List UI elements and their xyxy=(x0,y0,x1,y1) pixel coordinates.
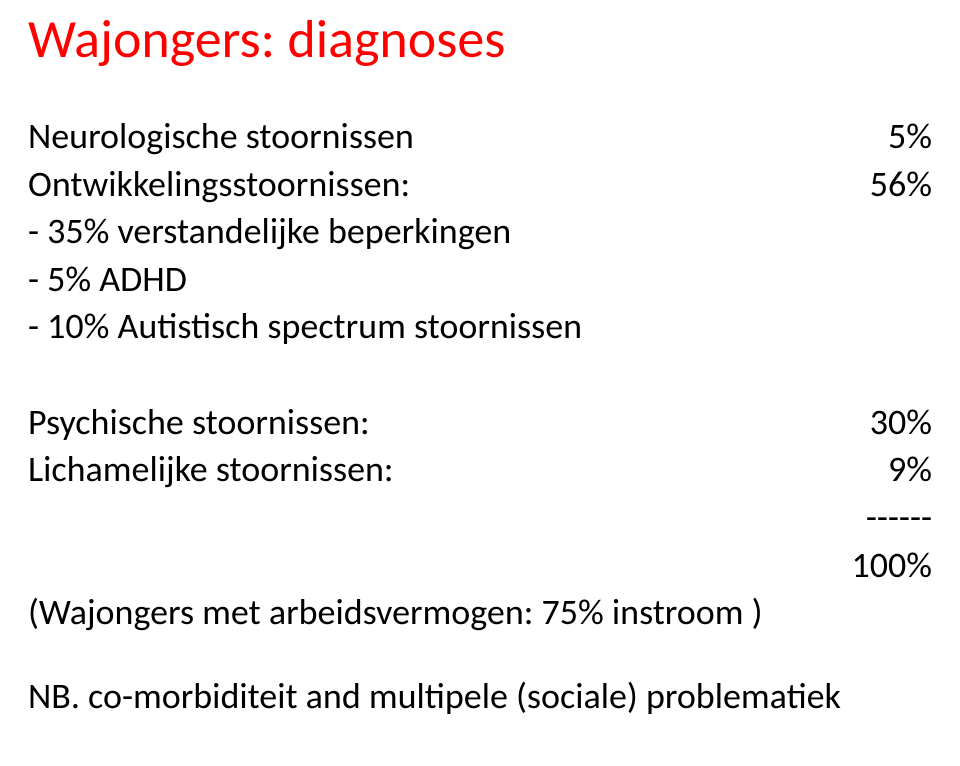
spacer xyxy=(28,351,932,399)
value-psychische: 30% xyxy=(812,399,932,447)
slide-body: Neurologische stoornissen 5% Ontwikkelin… xyxy=(28,113,932,720)
row-nb: NB. co-morbiditeit and multipele (social… xyxy=(28,673,932,721)
label-ontwikkelings: Ontwikkelingsstoornissen: xyxy=(28,161,812,209)
label-sub-verstandelijke: - 35% verstandelijke beperkingen xyxy=(28,209,511,253)
row-neurologische: Neurologische stoornissen 5% xyxy=(28,113,932,161)
value-neurologische: 5% xyxy=(812,113,932,161)
row-ontwikkelings: Ontwikkelingsstoornissen: 56% xyxy=(28,161,932,209)
label-sub-adhd: - 5% ADHD xyxy=(28,257,187,301)
slide-title: Wajongers: diagnoses xyxy=(28,10,932,69)
row-psychische: Psychische stoornissen: 30% xyxy=(28,399,932,447)
value-rule: ------ xyxy=(812,494,932,542)
label-sub-autistisch: - 10% Autistisch spectrum stoornissen xyxy=(28,304,582,348)
label-wajongers-note: (Wajongers met arbeidsvermogen: 75% inst… xyxy=(28,590,763,634)
row-lichamelijke: Lichamelijke stoornissen: 9% xyxy=(28,446,932,494)
row-sub-autistisch: - 10% Autistisch spectrum stoornissen xyxy=(28,303,932,351)
value-total: 100% xyxy=(812,542,932,590)
row-sub-adhd: - 5% ADHD xyxy=(28,256,932,304)
value-ontwikkelings: 56% xyxy=(812,161,932,209)
value-lichamelijke: 9% xyxy=(812,446,932,494)
row-sub-verstandelijke: - 35% verstandelijke beperkingen xyxy=(28,208,932,256)
row-total: 100% xyxy=(28,542,932,590)
label-neurologische: Neurologische stoornissen xyxy=(28,113,812,161)
slide: Wajongers: diagnoses Neurologische stoor… xyxy=(0,0,960,766)
label-nb: NB. co-morbiditeit and multipele (social… xyxy=(28,674,841,718)
row-wajongers-note: (Wajongers met arbeidsvermogen: 75% inst… xyxy=(28,589,932,637)
row-rule: ------ xyxy=(28,494,932,542)
label-lichamelijke: Lichamelijke stoornissen: xyxy=(28,446,812,494)
label-psychische: Psychische stoornissen: xyxy=(28,399,812,447)
